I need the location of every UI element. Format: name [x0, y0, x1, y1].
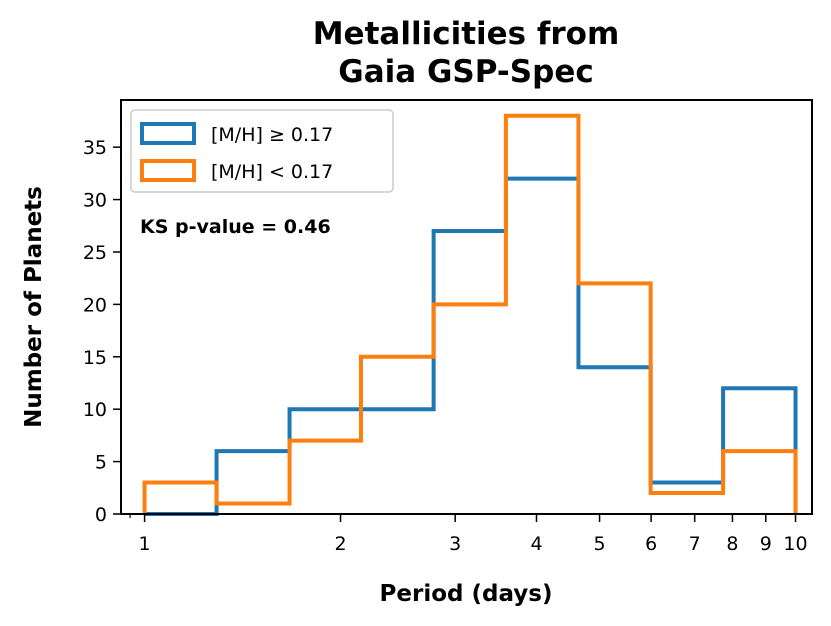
ks-annotation: KS p-value = 0.46	[140, 216, 331, 238]
legend-swatch-high-metallicity	[140, 122, 196, 145]
legend-label-high-metallicity: [M/H] ≥ 0.17	[211, 124, 333, 146]
plot-frame	[120, 99, 813, 515]
x-tick-label: 2	[334, 533, 346, 555]
x-tick-label: 6	[645, 533, 657, 555]
y-tick-label: 35	[83, 137, 107, 159]
x-axis-ticks: 1 2 3 4 5 6 7 8 9 10	[129, 514, 808, 555]
y-tick-label: 5	[95, 452, 107, 474]
x-tick-label: 3	[449, 533, 461, 555]
legend-swatch-low-metallicity	[140, 159, 196, 182]
x-tick-label: 10	[783, 533, 807, 555]
histogram-series-1	[142, 113, 798, 514]
legend-label-low-metallicity: [M/H] < 0.17	[211, 161, 333, 183]
x-tick-label: 9	[760, 533, 772, 555]
y-tick-label: 25	[83, 242, 107, 264]
x-tick-label: 5	[594, 533, 606, 555]
x-tick-label: 4	[530, 533, 542, 555]
x-tick-label: 7	[689, 533, 701, 555]
series-layer	[142, 113, 798, 516]
x-axis-label: Period (days)	[380, 581, 553, 607]
y-axis-label: Number of Planets	[21, 186, 47, 428]
y-tick-label: 10	[83, 399, 107, 421]
y-tick-label: 15	[83, 347, 107, 369]
chart-title-line-1: Metallicities from	[313, 16, 620, 52]
legend: [M/H] ≥ 0.17 [M/H] < 0.17	[130, 109, 394, 193]
chart-title-line-2: Gaia GSP-Spec	[338, 54, 593, 90]
y-tick-label: 0	[95, 504, 107, 526]
legend-box	[130, 109, 394, 193]
x-tick-label: 8	[726, 533, 738, 555]
y-tick-label: 20	[83, 294, 107, 316]
y-tick-label: 30	[83, 190, 107, 212]
x-tick-label: 1	[139, 533, 151, 555]
y-axis-ticks: 0 5 10 15 20 25 30 35	[83, 137, 121, 526]
